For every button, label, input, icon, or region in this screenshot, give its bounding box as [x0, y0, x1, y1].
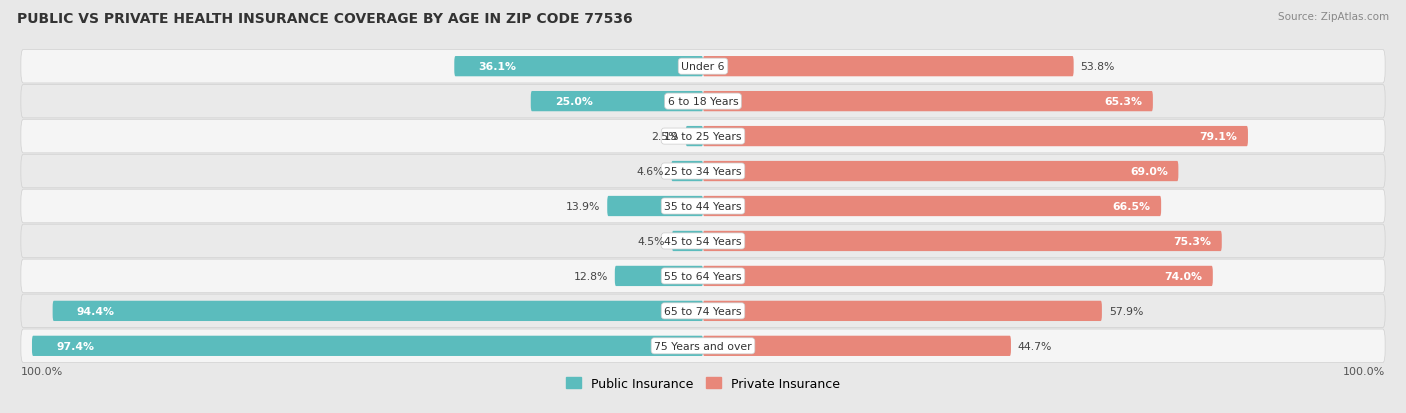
- FancyBboxPatch shape: [686, 127, 703, 147]
- FancyBboxPatch shape: [21, 50, 1385, 84]
- FancyBboxPatch shape: [703, 231, 1222, 252]
- FancyBboxPatch shape: [21, 155, 1385, 188]
- Text: 55 to 64 Years: 55 to 64 Years: [664, 271, 742, 281]
- FancyBboxPatch shape: [21, 259, 1385, 293]
- Text: 25 to 34 Years: 25 to 34 Years: [664, 166, 742, 177]
- Text: 75.3%: 75.3%: [1174, 236, 1212, 247]
- FancyBboxPatch shape: [607, 197, 703, 216]
- FancyBboxPatch shape: [703, 336, 1011, 356]
- FancyBboxPatch shape: [672, 231, 703, 252]
- Text: 4.5%: 4.5%: [637, 236, 665, 247]
- Text: 19 to 25 Years: 19 to 25 Years: [664, 132, 742, 142]
- Text: 79.1%: 79.1%: [1199, 132, 1237, 142]
- Text: 57.9%: 57.9%: [1109, 306, 1143, 316]
- Legend: Public Insurance, Private Insurance: Public Insurance, Private Insurance: [561, 372, 845, 395]
- Text: 94.4%: 94.4%: [77, 306, 115, 316]
- FancyBboxPatch shape: [703, 266, 1213, 286]
- Text: 45 to 54 Years: 45 to 54 Years: [664, 236, 742, 247]
- Text: 36.1%: 36.1%: [478, 62, 516, 72]
- Text: 44.7%: 44.7%: [1018, 341, 1052, 351]
- FancyBboxPatch shape: [671, 161, 703, 182]
- FancyBboxPatch shape: [703, 301, 1102, 321]
- FancyBboxPatch shape: [703, 57, 1074, 77]
- FancyBboxPatch shape: [454, 57, 703, 77]
- FancyBboxPatch shape: [21, 225, 1385, 258]
- Text: Source: ZipAtlas.com: Source: ZipAtlas.com: [1278, 12, 1389, 22]
- Text: 65.3%: 65.3%: [1105, 97, 1143, 107]
- Text: 12.8%: 12.8%: [574, 271, 607, 281]
- Text: 69.0%: 69.0%: [1130, 166, 1168, 177]
- Text: Under 6: Under 6: [682, 62, 724, 72]
- FancyBboxPatch shape: [703, 197, 1161, 216]
- Text: 97.4%: 97.4%: [56, 341, 94, 351]
- Text: 13.9%: 13.9%: [567, 202, 600, 211]
- Text: 25.0%: 25.0%: [555, 97, 593, 107]
- FancyBboxPatch shape: [21, 85, 1385, 119]
- FancyBboxPatch shape: [531, 92, 703, 112]
- FancyBboxPatch shape: [703, 127, 1249, 147]
- FancyBboxPatch shape: [21, 190, 1385, 223]
- Text: 2.5%: 2.5%: [651, 132, 679, 142]
- Text: 65 to 74 Years: 65 to 74 Years: [664, 306, 742, 316]
- Text: 4.6%: 4.6%: [637, 166, 665, 177]
- Text: 100.0%: 100.0%: [1343, 366, 1385, 376]
- Text: 75 Years and over: 75 Years and over: [654, 341, 752, 351]
- FancyBboxPatch shape: [21, 120, 1385, 154]
- FancyBboxPatch shape: [21, 294, 1385, 328]
- FancyBboxPatch shape: [21, 329, 1385, 363]
- FancyBboxPatch shape: [32, 336, 703, 356]
- Text: 74.0%: 74.0%: [1164, 271, 1202, 281]
- Text: 100.0%: 100.0%: [21, 366, 63, 376]
- Text: 35 to 44 Years: 35 to 44 Years: [664, 202, 742, 211]
- FancyBboxPatch shape: [703, 92, 1153, 112]
- Text: 6 to 18 Years: 6 to 18 Years: [668, 97, 738, 107]
- Text: 66.5%: 66.5%: [1112, 202, 1152, 211]
- FancyBboxPatch shape: [52, 301, 703, 321]
- FancyBboxPatch shape: [703, 161, 1178, 182]
- Text: 53.8%: 53.8%: [1081, 62, 1115, 72]
- Text: PUBLIC VS PRIVATE HEALTH INSURANCE COVERAGE BY AGE IN ZIP CODE 77536: PUBLIC VS PRIVATE HEALTH INSURANCE COVER…: [17, 12, 633, 26]
- FancyBboxPatch shape: [614, 266, 703, 286]
